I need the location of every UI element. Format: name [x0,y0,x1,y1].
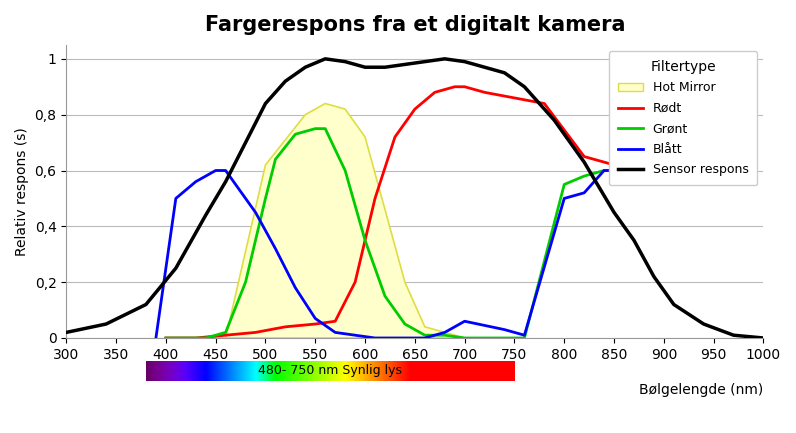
Y-axis label: Relativ respons (s): Relativ respons (s) [15,127,29,256]
Title: Fargerespons fra et digitalt kamera: Fargerespons fra et digitalt kamera [205,15,625,35]
Text: 480- 750 nm Synlig lys: 480- 750 nm Synlig lys [258,365,402,378]
Text: Bølgelengde (nm): Bølgelengde (nm) [639,384,763,397]
Legend: Hot Mirror, Rødt, Grønt, Blått, Sensor respons: Hot Mirror, Rødt, Grønt, Blått, Sensor r… [609,51,757,185]
Polygon shape [166,103,514,338]
